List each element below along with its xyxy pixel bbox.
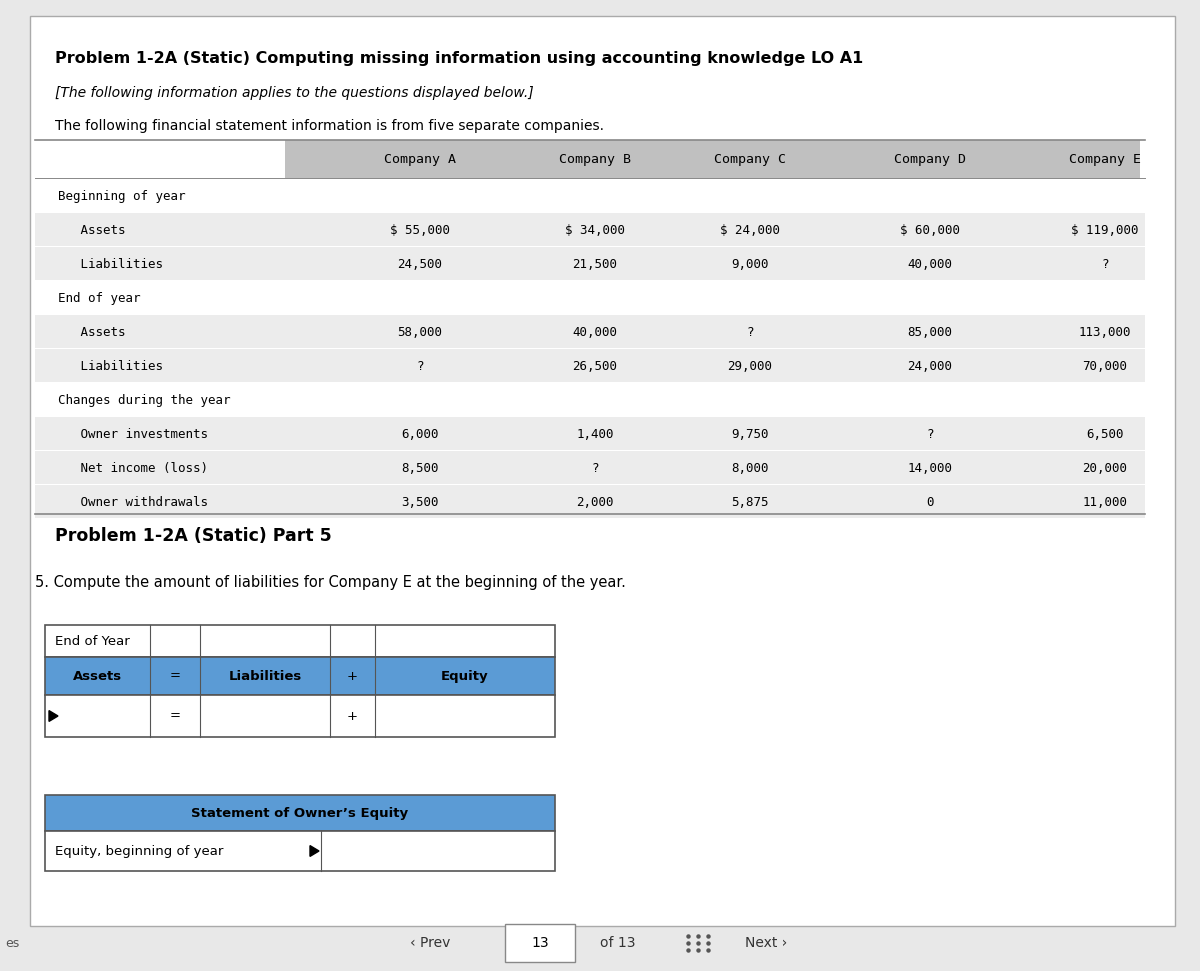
Text: 21,500: 21,500 bbox=[572, 257, 618, 271]
Text: Net income (loss): Net income (loss) bbox=[58, 461, 208, 475]
Text: 85,000: 85,000 bbox=[907, 325, 953, 339]
Text: 2,000: 2,000 bbox=[576, 495, 613, 509]
Text: Company B: Company B bbox=[559, 152, 631, 165]
Text: Liabilities: Liabilities bbox=[58, 257, 163, 271]
Text: =: = bbox=[169, 669, 180, 683]
Text: 6,500: 6,500 bbox=[1086, 427, 1123, 441]
Text: 40,000: 40,000 bbox=[572, 325, 618, 339]
Text: 14,000: 14,000 bbox=[907, 461, 953, 475]
Text: 20,000: 20,000 bbox=[1082, 461, 1128, 475]
Text: 13: 13 bbox=[532, 936, 548, 950]
Text: 58,000: 58,000 bbox=[397, 325, 443, 339]
Text: Liabilities: Liabilities bbox=[228, 669, 301, 683]
Text: 1,400: 1,400 bbox=[576, 427, 613, 441]
Text: Equity, beginning of year: Equity, beginning of year bbox=[55, 845, 223, 857]
Text: End of Year: End of Year bbox=[55, 634, 130, 648]
Text: 29,000: 29,000 bbox=[727, 359, 773, 373]
FancyBboxPatch shape bbox=[46, 831, 554, 871]
Text: 5. Compute the amount of liabilities for Company E at the beginning of the year.: 5. Compute the amount of liabilities for… bbox=[35, 575, 626, 590]
FancyBboxPatch shape bbox=[35, 451, 1145, 484]
Text: The following financial statement information is from five separate companies.: The following financial statement inform… bbox=[55, 119, 604, 133]
Text: Changes during the year: Changes during the year bbox=[58, 393, 230, 407]
Text: 9,000: 9,000 bbox=[731, 257, 769, 271]
Text: ?: ? bbox=[746, 325, 754, 339]
Text: 24,500: 24,500 bbox=[397, 257, 443, 271]
Text: 11,000: 11,000 bbox=[1082, 495, 1128, 509]
Polygon shape bbox=[310, 846, 319, 856]
Text: Owner investments: Owner investments bbox=[58, 427, 208, 441]
Text: ?: ? bbox=[926, 427, 934, 441]
FancyBboxPatch shape bbox=[505, 924, 575, 962]
FancyBboxPatch shape bbox=[46, 625, 554, 657]
Text: 70,000: 70,000 bbox=[1082, 359, 1128, 373]
Text: 40,000: 40,000 bbox=[907, 257, 953, 271]
FancyBboxPatch shape bbox=[35, 247, 1145, 280]
Text: 8,000: 8,000 bbox=[731, 461, 769, 475]
Text: 113,000: 113,000 bbox=[1079, 325, 1132, 339]
Text: Equity: Equity bbox=[442, 669, 488, 683]
FancyBboxPatch shape bbox=[46, 795, 554, 831]
FancyBboxPatch shape bbox=[286, 140, 1140, 178]
Polygon shape bbox=[49, 711, 58, 721]
Text: $ 24,000: $ 24,000 bbox=[720, 223, 780, 237]
Text: Owner withdrawals: Owner withdrawals bbox=[58, 495, 208, 509]
Text: Company A: Company A bbox=[384, 152, 456, 165]
Text: Company C: Company C bbox=[714, 152, 786, 165]
Text: 8,500: 8,500 bbox=[401, 461, 439, 475]
Text: [The following information applies to the questions displayed below.]: [The following information applies to th… bbox=[55, 86, 534, 100]
FancyBboxPatch shape bbox=[46, 695, 554, 737]
Text: Liabilities: Liabilities bbox=[58, 359, 163, 373]
Text: 9,750: 9,750 bbox=[731, 427, 769, 441]
Text: $ 55,000: $ 55,000 bbox=[390, 223, 450, 237]
Text: Assets: Assets bbox=[73, 669, 122, 683]
Text: Next ›: Next › bbox=[745, 936, 787, 950]
Text: ?: ? bbox=[416, 359, 424, 373]
Text: Problem 1-2A (Static) Part 5: Problem 1-2A (Static) Part 5 bbox=[55, 527, 331, 545]
Text: 5,875: 5,875 bbox=[731, 495, 769, 509]
Text: Statement of Owner’s Equity: Statement of Owner’s Equity bbox=[192, 807, 408, 820]
Text: ‹ Prev: ‹ Prev bbox=[410, 936, 450, 950]
Text: Beginning of year: Beginning of year bbox=[58, 189, 186, 203]
Text: $ 119,000: $ 119,000 bbox=[1072, 223, 1139, 237]
Text: Assets: Assets bbox=[58, 223, 126, 237]
FancyBboxPatch shape bbox=[46, 657, 554, 695]
FancyBboxPatch shape bbox=[35, 485, 1145, 518]
Text: es: es bbox=[5, 936, 19, 950]
Text: =: = bbox=[169, 710, 180, 722]
FancyBboxPatch shape bbox=[30, 16, 1175, 926]
Text: $ 34,000: $ 34,000 bbox=[565, 223, 625, 237]
Text: ?: ? bbox=[1102, 257, 1109, 271]
FancyBboxPatch shape bbox=[35, 417, 1145, 450]
Text: of 13: of 13 bbox=[600, 936, 636, 950]
Text: Company E: Company E bbox=[1069, 152, 1141, 165]
FancyBboxPatch shape bbox=[35, 213, 1145, 246]
Text: ?: ? bbox=[592, 461, 599, 475]
FancyBboxPatch shape bbox=[35, 315, 1145, 348]
Text: +: + bbox=[347, 710, 358, 722]
Text: +: + bbox=[347, 669, 358, 683]
Text: Assets: Assets bbox=[58, 325, 126, 339]
Text: 6,000: 6,000 bbox=[401, 427, 439, 441]
Text: Problem 1-2A (Static) Computing missing information using accounting knowledge L: Problem 1-2A (Static) Computing missing … bbox=[55, 51, 863, 66]
FancyBboxPatch shape bbox=[35, 349, 1145, 382]
Text: End of year: End of year bbox=[58, 291, 140, 305]
Text: 3,500: 3,500 bbox=[401, 495, 439, 509]
Text: 24,000: 24,000 bbox=[907, 359, 953, 373]
Text: $ 60,000: $ 60,000 bbox=[900, 223, 960, 237]
Text: 26,500: 26,500 bbox=[572, 359, 618, 373]
Text: Company D: Company D bbox=[894, 152, 966, 165]
Text: 0: 0 bbox=[926, 495, 934, 509]
